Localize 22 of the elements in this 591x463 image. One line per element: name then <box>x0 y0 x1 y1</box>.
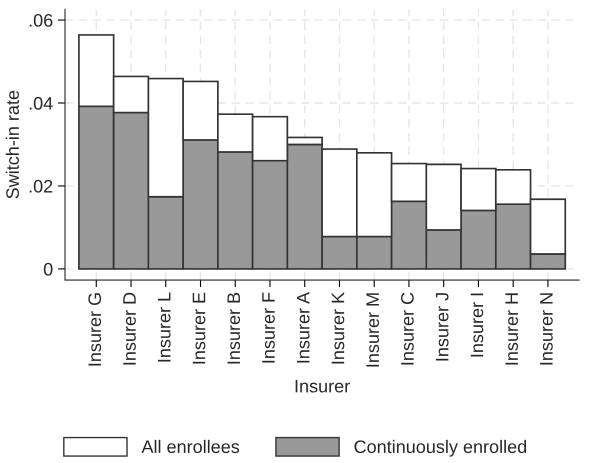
legend-label: All enrollees <box>141 440 240 454</box>
x-tick-label: Insurer D <box>123 292 136 364</box>
y-tick-label: .02 <box>30 180 52 193</box>
x-tick-label: Insurer K <box>332 292 344 364</box>
x-tick-label: Insurer I <box>470 294 484 356</box>
x-tick-label: Insurer A <box>296 292 310 363</box>
y-tick-label: .06 <box>30 14 52 27</box>
legend-label: Continuously enrolled <box>354 440 526 457</box>
x-axis-title: Insurer <box>296 380 350 393</box>
x-tick-label: Insurer B <box>227 292 240 364</box>
x-tick-label: Insurer N <box>540 293 553 364</box>
x-tick-label: Insurer M <box>366 293 380 366</box>
x-tick-label: Insurer E <box>192 292 206 364</box>
x-tick-label: Insurer J <box>436 293 449 360</box>
x-tick-label: Insurer G <box>88 293 102 366</box>
y-tick-label: .04 <box>30 96 53 110</box>
y-tick-label: 0 <box>44 262 52 276</box>
x-tick-label: Insurer L <box>158 292 171 362</box>
x-tick-label: Insurer F <box>262 292 275 362</box>
x-tick-label: Insurer C <box>401 292 414 364</box>
y-axis-title: Switch-in rate <box>6 90 19 199</box>
x-tick-label: Insurer H <box>505 293 518 364</box>
